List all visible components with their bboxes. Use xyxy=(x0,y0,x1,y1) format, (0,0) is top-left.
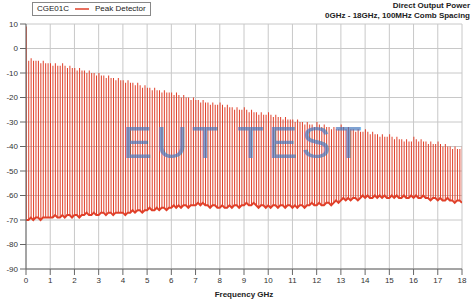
html-text:0GHz - 18GHz, 100MHz Comb Spac: 0GHz - 18GHz, 100MHz Comb Spacing xyxy=(325,11,470,20)
svg-text:-40: -40 xyxy=(8,142,19,151)
svg-text:2: 2 xyxy=(72,276,77,285)
svg-text:10: 10 xyxy=(9,20,18,29)
html-text:Peak Detector: Peak Detector xyxy=(95,4,146,13)
svg-text:17: 17 xyxy=(433,276,442,285)
html-text:CGE01C: CGE01C xyxy=(37,4,69,13)
svg-text:4: 4 xyxy=(121,276,126,285)
html-text:Direct Output Power: Direct Output Power xyxy=(392,1,470,10)
svg-text:18: 18 xyxy=(458,276,467,285)
svg-text:7: 7 xyxy=(193,276,198,285)
svg-text:-90: -90 xyxy=(8,265,19,274)
svg-text:-60: -60 xyxy=(8,191,19,200)
html-text:EUT TEST: EUT TEST xyxy=(122,118,366,167)
svg-text:Frequency GHz: Frequency GHz xyxy=(215,290,274,299)
svg-text:-80: -80 xyxy=(8,240,19,249)
svg-text:6: 6 xyxy=(169,276,174,285)
svg-text:-50: -50 xyxy=(8,167,19,176)
svg-text:14: 14 xyxy=(361,276,370,285)
svg-text:0: 0 xyxy=(24,276,29,285)
svg-text:11: 11 xyxy=(288,276,297,285)
svg-text:5: 5 xyxy=(145,276,150,285)
svg-text:8: 8 xyxy=(218,276,223,285)
svg-text:-70: -70 xyxy=(8,216,19,225)
svg-text:16: 16 xyxy=(409,276,418,285)
svg-text:-10: -10 xyxy=(8,69,19,78)
svg-text:13: 13 xyxy=(336,276,345,285)
svg-text:3: 3 xyxy=(96,276,101,285)
svg-text:0: 0 xyxy=(14,44,19,53)
svg-text:9: 9 xyxy=(242,276,247,285)
svg-text:-20: -20 xyxy=(8,93,19,102)
svg-text:10: 10 xyxy=(264,276,273,285)
svg-text:1: 1 xyxy=(48,276,53,285)
svg-text:-30: -30 xyxy=(8,118,19,127)
svg-text:15: 15 xyxy=(385,276,394,285)
svg-text:12: 12 xyxy=(312,276,321,285)
